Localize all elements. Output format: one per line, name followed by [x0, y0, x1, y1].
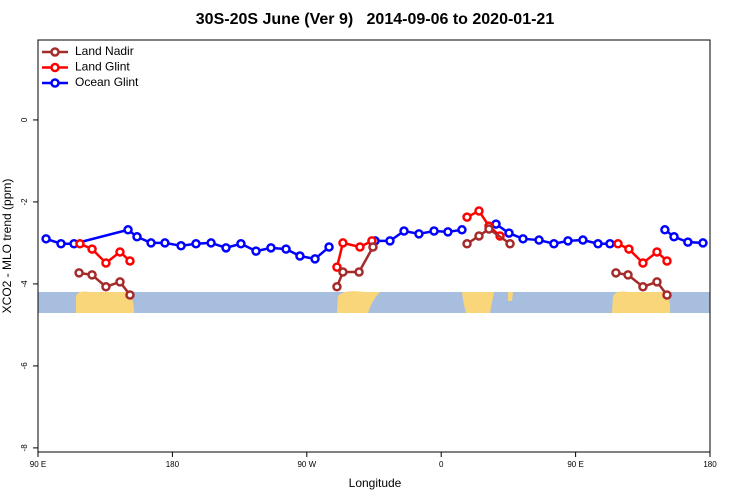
chart-title: 30S-20S June (Ver 9) 2014-09-06 to 2020-… — [196, 11, 555, 28]
data-point — [338, 267, 348, 277]
data-point — [115, 247, 125, 257]
data-point — [638, 282, 648, 292]
data-point — [101, 282, 111, 292]
data-point — [251, 246, 261, 256]
data-point — [578, 235, 588, 245]
data-point — [474, 206, 484, 216]
data-point — [368, 242, 378, 252]
data-point — [56, 238, 66, 249]
map-strip — [38, 291, 710, 313]
x-tick-label: 90 W — [297, 460, 316, 469]
data-point — [484, 224, 494, 234]
x-tick-label: 0 — [439, 460, 444, 469]
land-shape — [612, 291, 671, 313]
data-point — [613, 238, 623, 249]
data-point — [123, 225, 133, 235]
data-point — [236, 238, 246, 249]
data-point — [638, 258, 648, 268]
data-point — [652, 247, 662, 257]
data-point — [605, 238, 615, 249]
data-point — [429, 226, 439, 236]
y-tick-label: -8 — [20, 444, 29, 452]
data-point — [534, 235, 544, 245]
data-point — [518, 234, 528, 244]
data-point — [660, 225, 670, 235]
data-point — [176, 241, 186, 251]
y-tick-label: -4 — [20, 280, 29, 288]
data-point — [266, 243, 276, 253]
data-point — [125, 290, 135, 300]
x-tick-label: 180 — [703, 460, 717, 469]
x-axis-label: Longitude — [349, 476, 402, 490]
y-axis-label: XCO2 - MLO trend (ppm) — [0, 179, 14, 314]
data-point — [662, 256, 672, 266]
land-shape — [337, 291, 380, 313]
data-point — [41, 234, 51, 244]
plot-frame — [37, 39, 711, 453]
legend-marker — [50, 47, 60, 57]
data-point — [310, 254, 320, 264]
data-point — [160, 238, 170, 248]
data-point — [295, 251, 305, 261]
land-shape — [508, 292, 513, 301]
data-point — [206, 238, 216, 248]
x-tick-label: 90 E — [567, 460, 583, 469]
legend-label: Land Nadir — [75, 44, 134, 58]
data-point — [474, 231, 484, 241]
data-point — [87, 270, 97, 280]
data-point — [457, 225, 467, 235]
data-point — [281, 244, 291, 254]
legend-marker — [50, 62, 60, 73]
data-point — [443, 227, 453, 237]
data-point — [74, 268, 84, 278]
data-point — [338, 238, 348, 248]
data-point — [132, 232, 142, 242]
data-point — [332, 262, 342, 272]
legend-label: Land Glint — [75, 60, 130, 74]
data-point — [87, 244, 97, 254]
data-point — [125, 256, 135, 266]
land-shape — [76, 291, 134, 313]
data-point — [652, 277, 662, 287]
data-point — [146, 238, 156, 248]
data-point — [355, 242, 365, 252]
data-point — [332, 282, 342, 292]
data-point — [324, 242, 334, 252]
data-point — [462, 238, 472, 249]
data-point — [462, 212, 472, 222]
y-tick-label: -6 — [20, 362, 29, 370]
data-point — [75, 238, 85, 249]
y-tick-label: 0 — [20, 117, 29, 122]
data-point — [549, 238, 559, 249]
legend-label: Ocean Glint — [75, 75, 139, 89]
x-tick-label: 180 — [166, 460, 180, 469]
data-point — [624, 244, 634, 254]
data-point — [414, 229, 424, 239]
data-point — [683, 237, 693, 247]
data-point — [505, 238, 515, 249]
land-shape — [462, 292, 494, 313]
legend-marker — [50, 78, 60, 88]
data-point — [504, 228, 514, 238]
data-point — [623, 270, 633, 280]
data-point — [115, 277, 125, 287]
data-point — [593, 238, 603, 249]
data-point — [399, 226, 409, 236]
data-point — [101, 258, 111, 268]
data-point — [354, 267, 364, 277]
data-point — [221, 243, 231, 253]
data-point — [563, 236, 573, 246]
data-point — [611, 268, 621, 278]
data-point — [385, 236, 395, 246]
data-point — [698, 238, 708, 248]
x-tick-label: 90 E — [30, 460, 46, 469]
data-point — [191, 238, 201, 249]
ocean-strip — [38, 292, 710, 313]
data-point — [662, 290, 672, 300]
data-point — [669, 232, 679, 242]
y-tick-label: -2 — [20, 198, 29, 206]
